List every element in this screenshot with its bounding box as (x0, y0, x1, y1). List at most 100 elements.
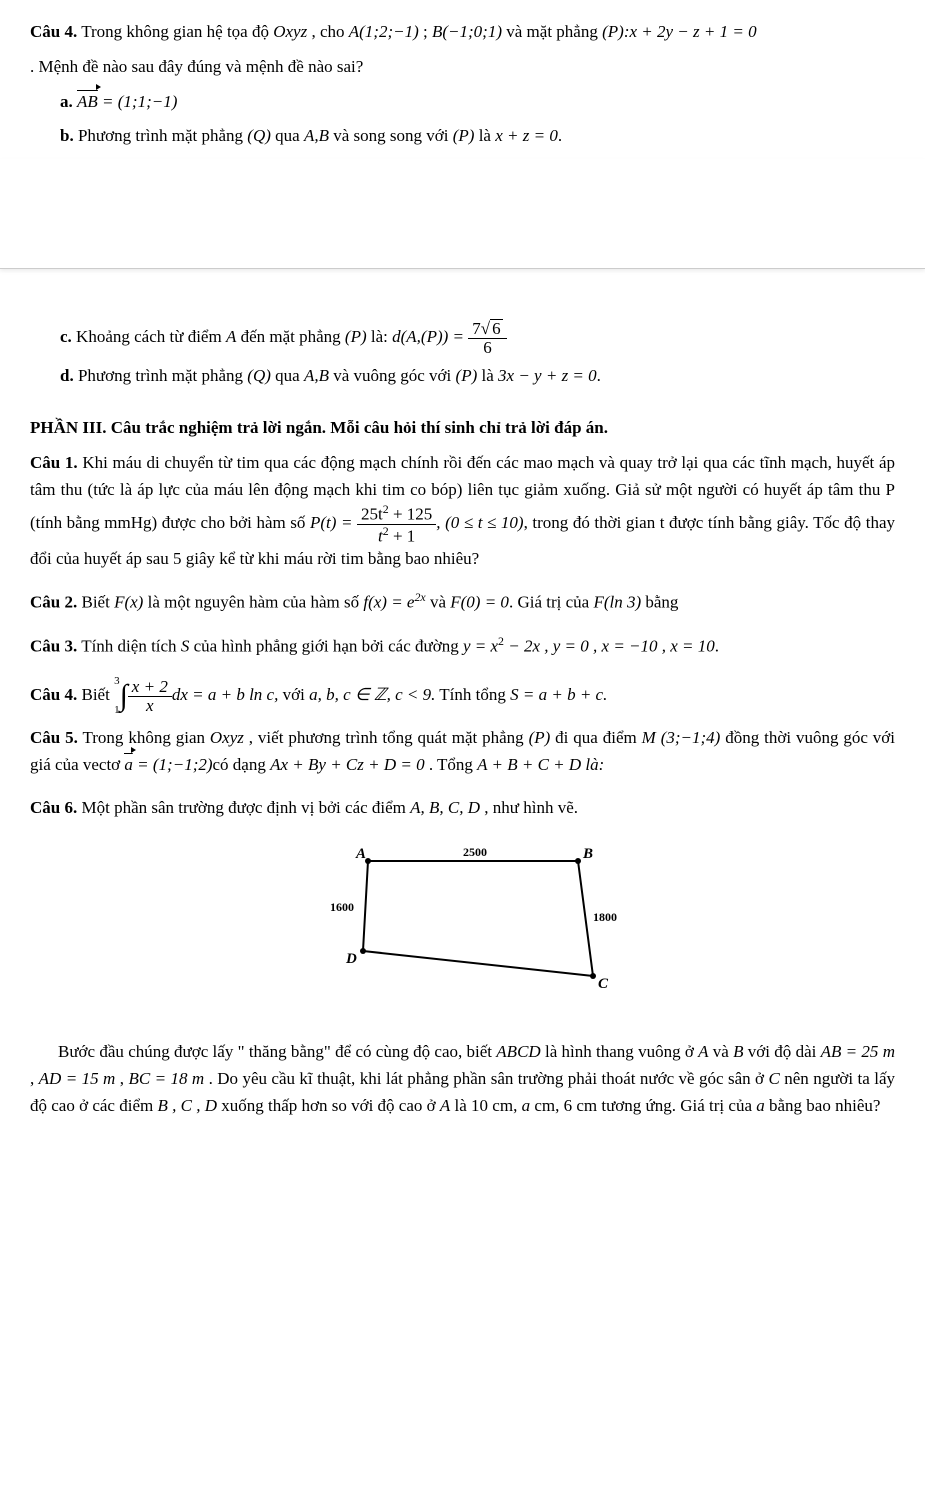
q4-b-dot: . (558, 126, 562, 145)
p3c2-t5: bằng (641, 593, 678, 612)
p3c4-head: Câu 4. (30, 685, 77, 704)
p3c4-t1: Biết (81, 685, 114, 704)
q4-b-Q: (Q) (247, 126, 271, 145)
p6-c1: , (30, 1069, 39, 1088)
p3c1-num: 25t (361, 505, 383, 524)
trapezoid-svg: A B C D 2500 1600 1800 (298, 836, 628, 1006)
p6-BCD: B , C , D (157, 1096, 217, 1115)
fig-A: A (355, 846, 366, 862)
q4-d-eq: 3x − y + z = 0 (498, 366, 597, 385)
p3c1-numtail: + 125 (389, 505, 433, 524)
p3c2-t3: và (426, 593, 451, 612)
p6-B2: B (733, 1042, 743, 1061)
p3c6-pts: A, B, C, D (410, 798, 480, 817)
p3c5-M: M (3;−1;4) (642, 728, 721, 747)
p6-A2: A (698, 1042, 708, 1061)
p6-p2-t5: . Do yêu cầu kĩ thuật, khi lát phẳng phầ… (204, 1069, 768, 1088)
q4-b-t2: qua (271, 126, 304, 145)
q4-b-label: b. (60, 126, 74, 145)
p6-AD: AD = 15 m (39, 1069, 116, 1088)
q4-a-label: a. (60, 92, 73, 111)
p3-q6-para2: Bước đầu chúng được lấy " thăng bằng" để… (30, 1038, 895, 1120)
q4-d-t3: và vuông góc với (329, 366, 456, 385)
q4-c-P: (P) (345, 327, 367, 346)
p3c2-t2: là một nguyên hàm của hàm số (143, 593, 363, 612)
q4-c-frac: 766 (468, 319, 506, 357)
p3c5-t7: là: (585, 755, 604, 774)
q4-d-t1: Phương trình mặt phẳng (78, 366, 247, 385)
p3c4-cond: a, b, c ∈ ℤ, c < 9. (309, 685, 435, 704)
p3c4-t2: với (278, 685, 309, 704)
p3c5-veceq: = (1;−1;2) (133, 755, 213, 774)
p3c1-pt: P(t) = (310, 513, 357, 532)
p6-AB: AB = 25 m (821, 1042, 895, 1061)
q4-P: (P):x + 2y − z + 1 = 0 (602, 22, 756, 41)
page-break (0, 159, 925, 269)
p3c4-den: x (128, 696, 172, 715)
p6-a: a (522, 1096, 531, 1115)
p3c3-head: Câu 3. (30, 637, 77, 656)
p3c3-dot: . (715, 637, 719, 656)
q4-d-P: (P) (456, 366, 478, 385)
p6-p2-t1: Bước đầu chúng được lấy " thăng bằng" để… (58, 1042, 496, 1061)
q4-c-t2: đến mặt phẳng (236, 327, 345, 346)
p3c2-fx: f(x) = e (363, 593, 414, 612)
p3c4-t3: Tính tổng (435, 685, 510, 704)
q4-c-A: A (226, 327, 236, 346)
fig-C: C (598, 976, 609, 992)
q4-c-num1: 7 (472, 319, 481, 338)
p3c2-exp: 2x (414, 590, 425, 604)
p6-p2-t2: là hình thang vuông ở (541, 1042, 698, 1061)
p3c5-P: (P) (529, 728, 551, 747)
p6-C2: C (768, 1069, 779, 1088)
q4-b-t1: Phương trình mặt phẳng (78, 126, 247, 145)
q4-b-P: (P) (453, 126, 475, 145)
p3-q5: Câu 5. Trong không gian Oxyz , viết phươ… (30, 724, 895, 778)
p3c5-t5: có dạng (213, 755, 271, 774)
fig-D: D (345, 951, 357, 967)
q4-d-label: d. (60, 366, 74, 385)
p3c4-S: S = a + b + c. (510, 685, 607, 704)
p3c4-dx: dx = a + b ln c, (172, 685, 279, 704)
integral-icon: ∫ (120, 684, 128, 708)
p3c2-t4: . Giá trị của (509, 593, 594, 612)
p3c3-eq: y = x (463, 637, 498, 656)
q4-b-AB: A,B (304, 126, 329, 145)
p6-p2-t7: xuống thấp hơn so với độ cao ở (217, 1096, 440, 1115)
p3c2-head: Câu 2. (30, 593, 77, 612)
p3c6-t1: Một phần sân trường được định vị bởi các… (81, 798, 410, 817)
p3c5-t1: Trong không gian (82, 728, 209, 747)
q4-opt-c: c. Khoảng cách từ điểm A đến mặt phẳng (… (60, 319, 895, 357)
p3c2-Fx: F(x) (114, 593, 143, 612)
fig-top: 2500 (463, 845, 487, 859)
q4-line2: . Mệnh đề nào sau đây đúng và mệnh đề nà… (30, 53, 895, 80)
p3c6-t2: , như hình vẽ. (480, 798, 578, 817)
q4-c-t3: là: (367, 327, 393, 346)
p3-q1: Câu 1. Khi máu di chuyển từ tim qua các … (30, 449, 895, 573)
question-4-top: Câu 4. Trong không gian hệ tọa độ Oxyz ,… (30, 18, 895, 45)
p3c3-eq2: − 2x , y = 0 , x = −10 , x = 10 (504, 637, 715, 656)
p3c6-head: Câu 6. (30, 798, 77, 817)
q4-c-d: d(A,(P)) = (392, 327, 468, 346)
p3c1-frac: 25t2 + 125t2 + 1 (357, 503, 436, 545)
q4-b-eq: x + z = 0 (495, 126, 558, 145)
p3-q2: Câu 2. Biết F(x) là một nguyên hàm của h… (30, 588, 895, 616)
trapezoid-figure: A B C D 2500 1600 1800 (30, 836, 895, 1014)
p3-q3: Câu 3. Tính diện tích S của hình phẳng g… (30, 632, 895, 660)
q4-c-den: 6 (468, 338, 506, 357)
q4-oxyz: Oxyz (273, 22, 307, 41)
q4-d-Q: (Q) (247, 366, 271, 385)
q4-c-t1: Khoảng cách từ điểm (76, 327, 226, 346)
p3c1-dentail: + 1 (389, 526, 416, 545)
p6-BC: BC = 18 m (128, 1069, 204, 1088)
p3-q6: Câu 6. Một phần sân trường được định vị … (30, 794, 895, 821)
q4-sep1: ; (419, 22, 432, 41)
p3c4-frac: x + 2x (128, 678, 172, 715)
q4-B: B(−1;0;1) (432, 22, 502, 41)
q4-b-t4: là (474, 126, 495, 145)
q4-b-t3: và song song với (329, 126, 453, 145)
p6-p2-t10: bằng bao nhiêu? (765, 1096, 881, 1115)
q4-opt-d: d. Phương trình mặt phẳng (Q) qua A,B và… (60, 362, 895, 389)
p3c2-F0: F(0) = 0 (450, 593, 509, 612)
p6-c2: , (115, 1069, 128, 1088)
